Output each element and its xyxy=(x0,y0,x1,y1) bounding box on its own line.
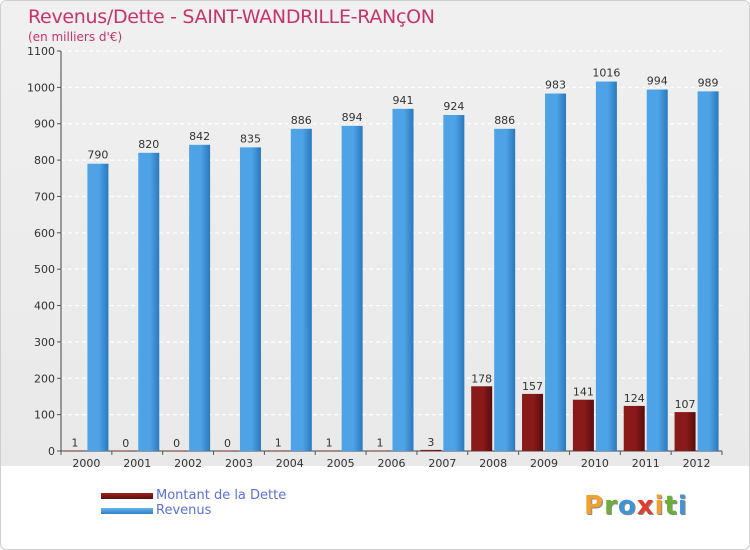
x-tick-label: 2004 xyxy=(276,457,304,470)
bar-revenus xyxy=(87,163,109,451)
legend-label-dette: Montant de la Dette xyxy=(156,488,287,503)
y-tick-label: 600 xyxy=(34,227,55,240)
y-tick-label: 700 xyxy=(34,190,55,203)
logo-letter: P xyxy=(584,491,605,521)
legend-swatch-revenus xyxy=(101,507,153,514)
data-label-dette: 107 xyxy=(675,398,696,411)
x-tick-label: 2010 xyxy=(581,457,609,470)
bar-revenus xyxy=(239,147,261,451)
bar-dette xyxy=(64,450,86,452)
legend-item-revenus: Revenus xyxy=(101,503,286,518)
data-label-revenus: 886 xyxy=(291,114,312,127)
data-label-dette: 1 xyxy=(377,437,384,450)
bar-revenus xyxy=(697,91,719,451)
x-tick-label: 2007 xyxy=(428,457,456,470)
y-tick-label: 900 xyxy=(34,118,55,131)
bar-dette xyxy=(572,399,594,451)
y-tick-label: 500 xyxy=(34,263,55,276)
y-tick-label: 400 xyxy=(34,300,55,313)
bar-chart: 0100200300400500600700800900100011002000… xyxy=(27,45,723,470)
logo-letter: o xyxy=(617,491,637,521)
bar-revenus xyxy=(138,152,160,451)
bar-revenus xyxy=(392,108,414,452)
logo-letter: r xyxy=(604,491,618,521)
data-label-revenus: 1016 xyxy=(592,67,620,80)
data-label-dette: 1 xyxy=(71,437,78,450)
data-label-revenus: 790 xyxy=(87,149,108,162)
bar-revenus xyxy=(545,93,567,451)
bar-revenus xyxy=(290,128,312,451)
data-label-revenus: 835 xyxy=(240,132,261,145)
bar-dette xyxy=(471,386,493,451)
bar-revenus xyxy=(595,81,617,451)
x-tick-label: 2003 xyxy=(225,457,253,470)
data-label-revenus: 983 xyxy=(545,79,566,92)
logo-letter: x xyxy=(636,491,655,521)
chart-subtitle: (en milliers d'€) xyxy=(28,30,123,44)
x-tick-label: 2009 xyxy=(530,457,558,470)
data-label-revenus: 994 xyxy=(647,75,668,88)
logo-letter: i xyxy=(677,491,688,521)
y-tick-label: 300 xyxy=(34,336,55,349)
data-label-dette: 3 xyxy=(427,436,434,449)
y-tick-label: 1100 xyxy=(27,45,55,58)
chart-title: Revenus/Dette - SAINT-WANDRILLE-RANçON xyxy=(28,6,435,28)
data-label-dette: 178 xyxy=(471,372,492,385)
data-label-dette: 157 xyxy=(522,380,543,393)
y-tick-label: 200 xyxy=(34,372,55,385)
y-tick-label: 100 xyxy=(34,409,55,422)
bar-revenus xyxy=(443,115,465,451)
x-tick-label: 2011 xyxy=(632,457,660,470)
y-tick-label: 800 xyxy=(34,154,55,167)
data-label-revenus: 886 xyxy=(494,114,515,127)
proxiti-logo: Proxiti xyxy=(584,491,688,521)
x-tick-label: 2006 xyxy=(378,457,406,470)
bar-revenus xyxy=(646,89,668,451)
bar-revenus xyxy=(189,144,211,451)
bar-dette xyxy=(623,405,645,451)
bar-dette xyxy=(318,450,340,452)
data-label-revenus: 989 xyxy=(698,76,719,89)
bar-dette xyxy=(216,451,238,452)
data-label-revenus: 941 xyxy=(393,94,414,107)
bar-revenus xyxy=(341,125,363,451)
logo-letter: i xyxy=(654,491,665,521)
data-label-dette: 1 xyxy=(275,437,282,450)
data-label-dette: 124 xyxy=(624,392,645,405)
x-tick-label: 2000 xyxy=(72,457,100,470)
data-label-dette: 0 xyxy=(224,437,231,450)
data-label-dette: 0 xyxy=(122,437,129,450)
data-label-revenus: 894 xyxy=(342,111,363,124)
data-label-revenus: 924 xyxy=(443,100,464,113)
legend-swatch-dette xyxy=(101,492,153,499)
legend-item-dette: Montant de la Dette xyxy=(101,488,286,503)
x-tick-label: 2008 xyxy=(479,457,507,470)
data-label-revenus: 820 xyxy=(138,138,159,151)
bar-dette xyxy=(522,393,544,451)
legend-label-revenus: Revenus xyxy=(156,503,212,518)
bar-dette xyxy=(674,412,696,451)
bar-revenus xyxy=(494,128,516,451)
bar-dette xyxy=(166,451,188,452)
bar-dette xyxy=(267,450,289,452)
data-label-dette: 1 xyxy=(326,437,333,450)
bar-dette xyxy=(420,449,442,451)
data-label-dette: 141 xyxy=(573,386,594,399)
x-tick-label: 2005 xyxy=(327,457,355,470)
y-tick-label: 1000 xyxy=(27,81,55,94)
x-tick-label: 2002 xyxy=(174,457,202,470)
logo-letter: t xyxy=(664,491,678,521)
chart-background xyxy=(1,1,749,466)
bar-dette xyxy=(115,451,137,452)
x-tick-label: 2001 xyxy=(123,457,151,470)
data-label-dette: 0 xyxy=(173,437,180,450)
x-tick-label: 2012 xyxy=(683,457,711,470)
bar-dette xyxy=(369,450,391,452)
chart-legend: Montant de la Dette Revenus xyxy=(101,488,286,518)
data-label-revenus: 842 xyxy=(189,130,210,143)
y-tick-label: 0 xyxy=(48,445,55,458)
